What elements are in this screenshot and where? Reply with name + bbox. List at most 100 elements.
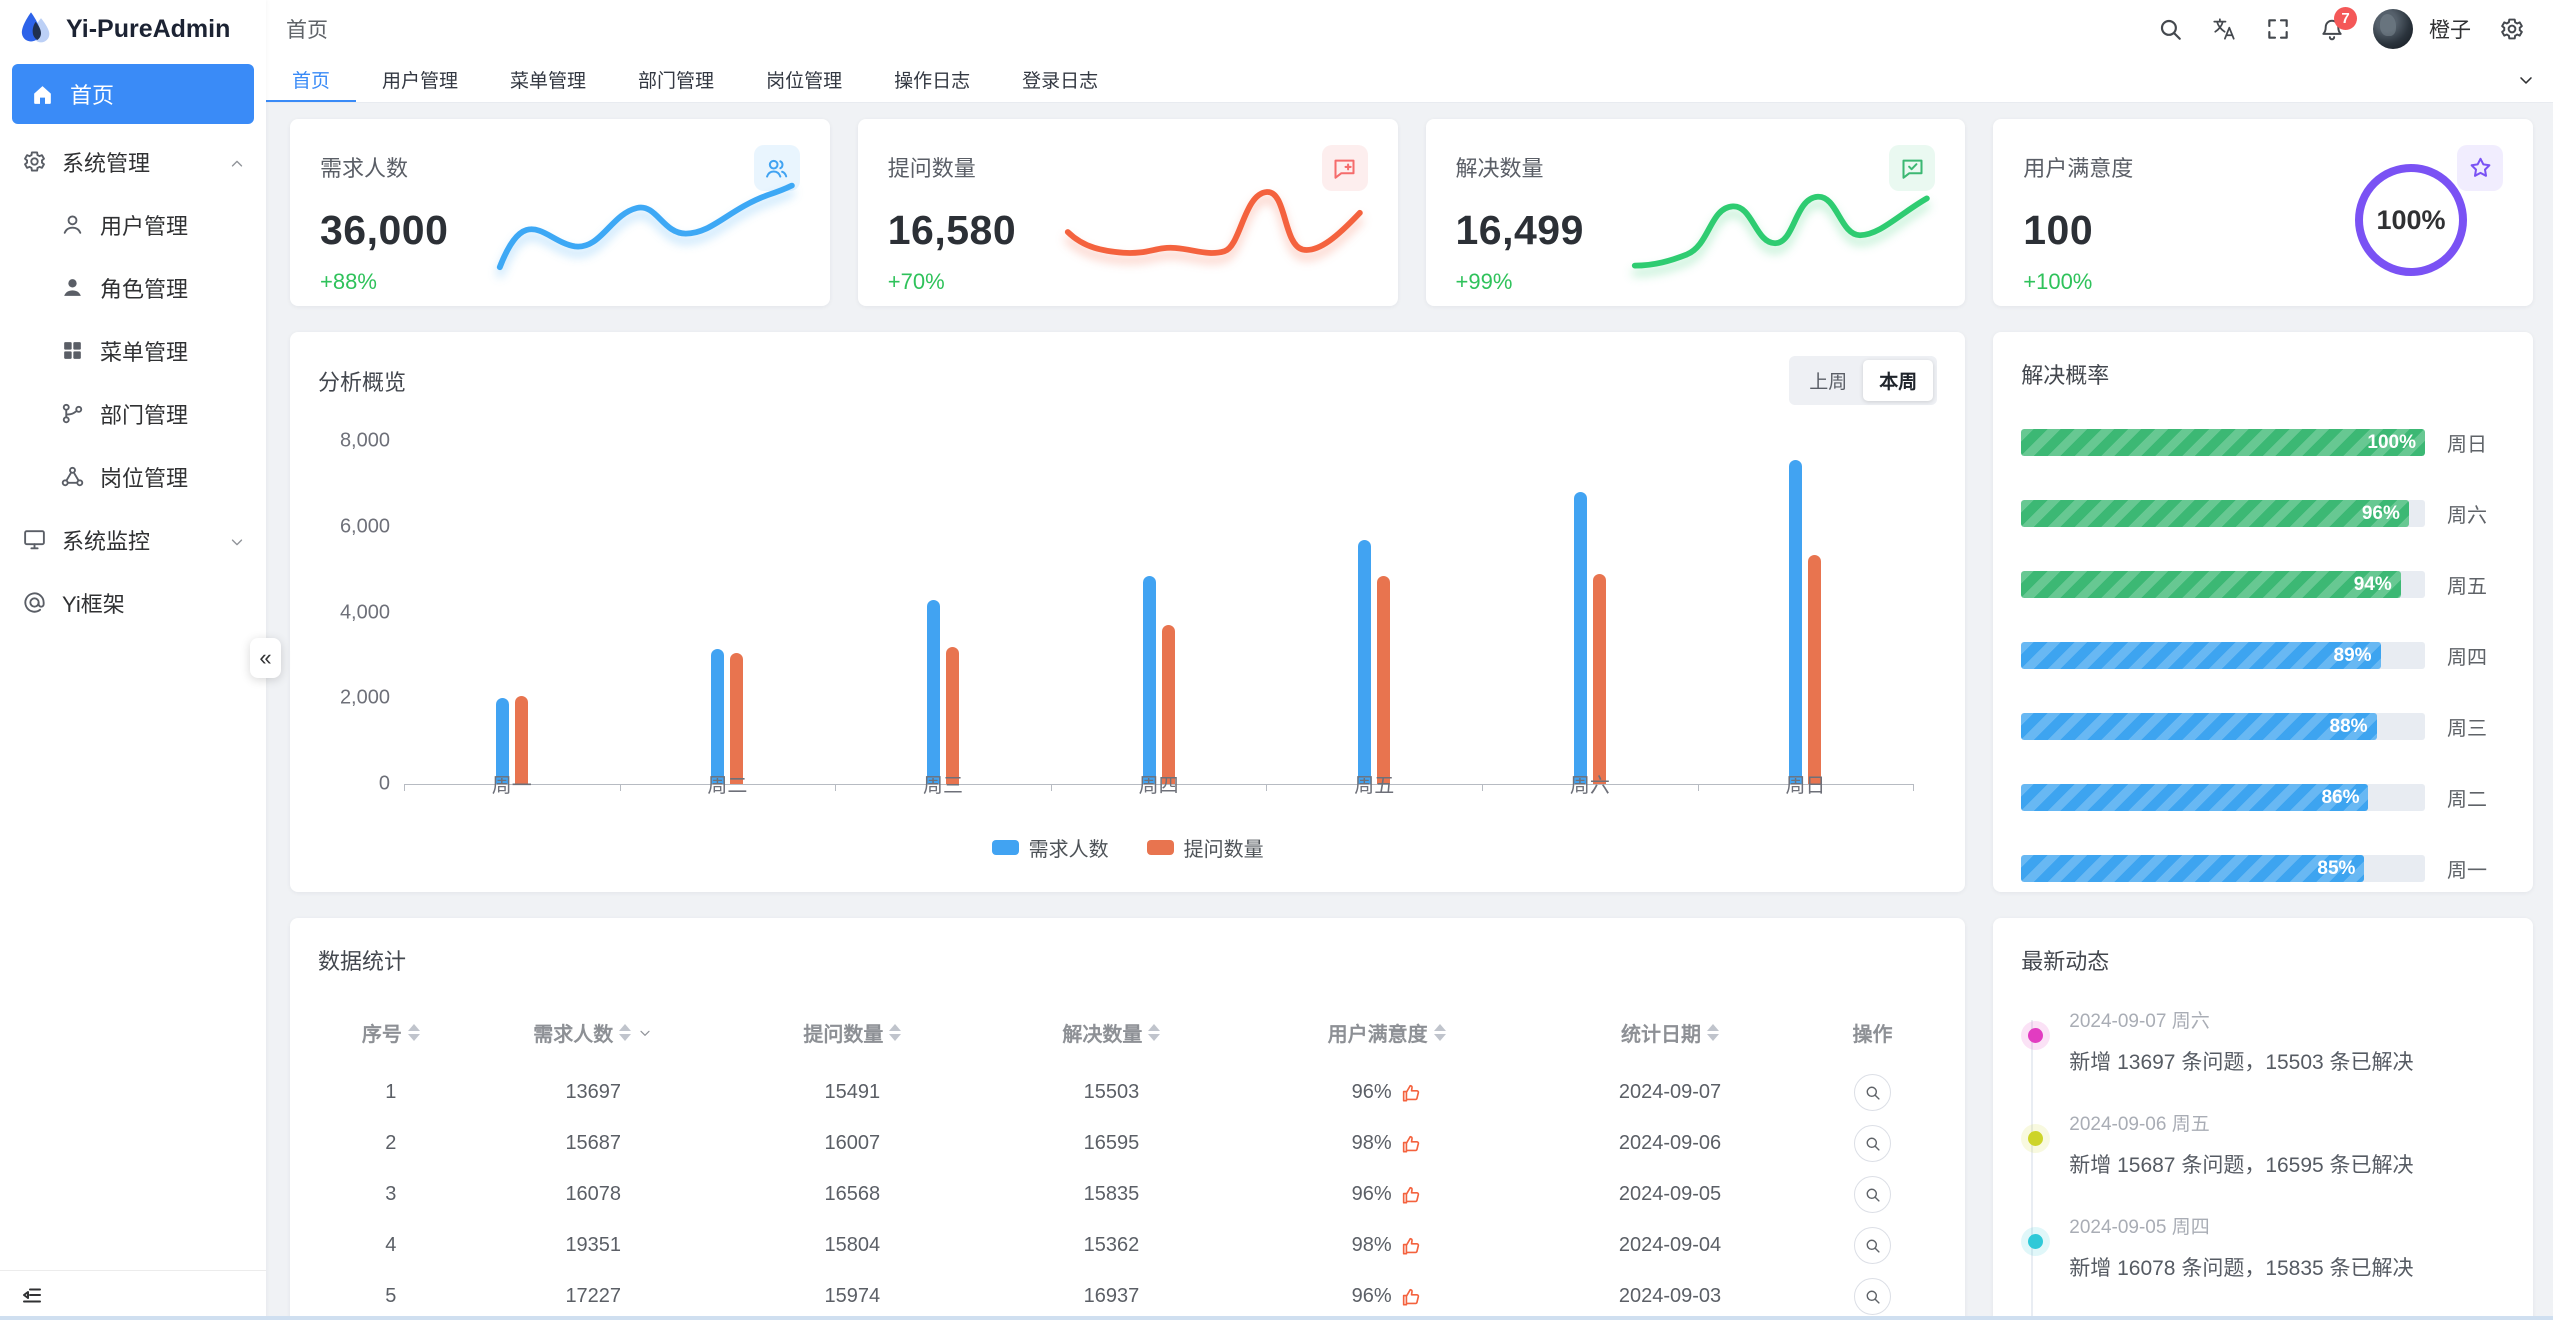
tabs-dropdown-button[interactable] (2499, 58, 2553, 102)
legend-需求人数[interactable]: 需求人数 (991, 833, 1109, 862)
cell-date: 2024-09-05 (1618, 1183, 1722, 1205)
sidebar-item-菜单管理[interactable]: 菜单管理 (0, 319, 266, 382)
column-header-需求人数[interactable]: 需求人数 (464, 1002, 723, 1067)
table-row: 4 19351 15804 15362 98% 2024-09-04 (318, 1220, 1937, 1271)
zoom-icon (1864, 1288, 1881, 1305)
data-statistics-card: 数据统计 序号 需求人数 提问数量 解决数量 用户满意度 统计日期 操作 1 13697 1… (290, 918, 1966, 1320)
view-row-button[interactable] (1853, 1176, 1891, 1213)
sidebar-footer (0, 1270, 266, 1320)
stat-label: 解决数量 (1455, 156, 1544, 181)
column-header-统计日期[interactable]: 统计日期 (1532, 1002, 1807, 1067)
tab-菜单管理[interactable]: 菜单管理 (510, 70, 587, 92)
bar-需求人数-周二 (711, 648, 725, 784)
tab-部门管理[interactable]: 部门管理 (638, 70, 715, 92)
legend-提问数量[interactable]: 提问数量 (1146, 833, 1264, 862)
column-header-解决数量[interactable]: 解决数量 (982, 1002, 1241, 1067)
activity-timeline: 2024-09-07 周六 新增 13697 条问题，15503 条已解决 20… (2021, 1006, 2505, 1320)
solve-rate-title: 解决概率 (2021, 363, 2110, 388)
sidebar-item-系统监控[interactable]: 系统监控 (0, 508, 266, 571)
column-header-用户满意度[interactable]: 用户满意度 (1241, 1002, 1532, 1067)
tab-用户管理[interactable]: 用户管理 (382, 70, 459, 92)
timeline-text: 新增 16078 条问题，15835 条已解决 (2069, 1257, 2414, 1280)
horizontal-scrollbar[interactable] (0, 1316, 2553, 1320)
users-icon (753, 145, 800, 191)
sidebar-item-Yi框架[interactable]: Yi框架 (0, 571, 266, 634)
solve-rate-row-周日: 100% 周日 (2021, 428, 2505, 457)
sidebar-item-岗位管理[interactable]: 岗位管理 (0, 445, 266, 508)
analysis-overview-card: 分析概览 上周 本周 0 2,000 4,000 6,000 8,000 需求人数 提问数量… (290, 332, 1966, 892)
notifications-button[interactable]: 7 (2319, 7, 2357, 42)
timeline-dot (2028, 1131, 2044, 1146)
column-header-序号[interactable]: 序号 (318, 1002, 464, 1067)
progress-day-label: 周六 (2447, 505, 2487, 527)
tab-登录日志[interactable]: 登录日志 (1022, 70, 1099, 92)
analysis-card-header: 分析概览 上周 本周 (318, 356, 1938, 405)
cell-questions: 15491 (824, 1081, 881, 1103)
sort-caret-icon[interactable] (889, 1024, 902, 1041)
cell-demand: 15687 (565, 1132, 622, 1154)
week-toggle: 上周 本周 (1789, 356, 1938, 405)
cell-questions: 16007 (824, 1132, 881, 1154)
table-row: 1 13697 15491 15503 96% 2024-09-07 (318, 1067, 1937, 1118)
cell-questions: 15804 (824, 1234, 881, 1256)
bar-需求人数-周四 (1142, 576, 1156, 784)
cell-satisfaction: 96% (1352, 1285, 1422, 1308)
sort-caret-icon[interactable] (1707, 1024, 1720, 1041)
view-row-button[interactable] (1853, 1227, 1891, 1264)
bar-需求人数-周日 (1789, 460, 1803, 784)
column-label: 解决数量 (1062, 1024, 1143, 1046)
bar-提问数量-周四 (1161, 625, 1175, 784)
at-icon (22, 590, 47, 615)
cell-satisfaction: 96% (1352, 1081, 1422, 1104)
outdent-icon[interactable] (20, 1284, 44, 1308)
thumb-up-icon (1400, 1082, 1422, 1104)
progress-track: 96% (2021, 500, 2425, 527)
sort-caret-icon[interactable] (407, 1024, 420, 1041)
user-icon (60, 212, 85, 237)
progress-bar: 86% (2021, 784, 2368, 811)
username[interactable]: 橙子 (2429, 19, 2471, 42)
search-icon[interactable] (2157, 16, 2183, 42)
header-actions: 7 橙子 (2157, 7, 2525, 49)
cell-date: 2024-09-04 (1618, 1234, 1722, 1256)
toggle-上周[interactable]: 上周 (1793, 360, 1863, 401)
view-row-button[interactable] (1853, 1125, 1891, 1162)
fullscreen-icon[interactable] (2265, 16, 2291, 42)
sidebar-item-角色管理[interactable]: 角色管理 (0, 256, 266, 319)
settings-gear-icon[interactable] (2499, 16, 2525, 42)
cell-solved: 15503 (1083, 1081, 1140, 1103)
column-label: 序号 (361, 1024, 402, 1046)
chat-icon (1321, 145, 1368, 191)
tab-首页[interactable]: 首页 (266, 58, 357, 102)
cell-satisfaction: 98% (1352, 1234, 1422, 1257)
avatar[interactable] (2373, 9, 2413, 49)
sort-caret-icon[interactable] (619, 1024, 632, 1041)
toggle-本周[interactable]: 本周 (1863, 360, 1934, 401)
x-axis-tick (1050, 784, 1052, 791)
sort-caret-icon[interactable] (1148, 1024, 1161, 1041)
legend-marker (1146, 840, 1174, 855)
y-axis-label: 4,000 (339, 601, 390, 623)
filter-chevron-icon[interactable] (637, 1025, 653, 1041)
sparkline (496, 182, 795, 271)
logo[interactable]: Yi-PureAdmin (0, 0, 266, 58)
sidebar-item-部门管理[interactable]: 部门管理 (0, 382, 266, 445)
x-axis-label: 周六 (1569, 775, 1610, 797)
sidebar-item-用户管理[interactable]: 用户管理 (0, 193, 266, 256)
column-header-提问数量[interactable]: 提问数量 (723, 1002, 982, 1067)
chart-plot-area: 0 2,000 4,000 6,000 8,000 (340, 430, 1915, 795)
bar-chart: 0 2,000 4,000 6,000 8,000 需求人数 提问数量 周一 周二 周三 周四 周… (318, 411, 1937, 868)
tab-岗位管理[interactable]: 岗位管理 (766, 70, 843, 92)
sidebar-collapse-button[interactable]: « (250, 638, 281, 678)
sidebar-item-首页[interactable]: 首页 (12, 64, 254, 124)
sidebar-item-系统管理[interactable]: 系统管理 (0, 130, 266, 193)
view-row-button[interactable] (1853, 1074, 1891, 1111)
translate-icon[interactable] (2211, 16, 2237, 42)
stat-delta: +88% (320, 269, 377, 294)
bar-提问数量-周日 (1808, 554, 1822, 784)
tab-操作日志[interactable]: 操作日志 (894, 70, 971, 92)
sidebar-item-label: 角色管理 (100, 276, 189, 302)
progress-track: 85% (2021, 855, 2425, 882)
sort-caret-icon[interactable] (1433, 1024, 1446, 1041)
view-row-button[interactable] (1853, 1278, 1891, 1315)
